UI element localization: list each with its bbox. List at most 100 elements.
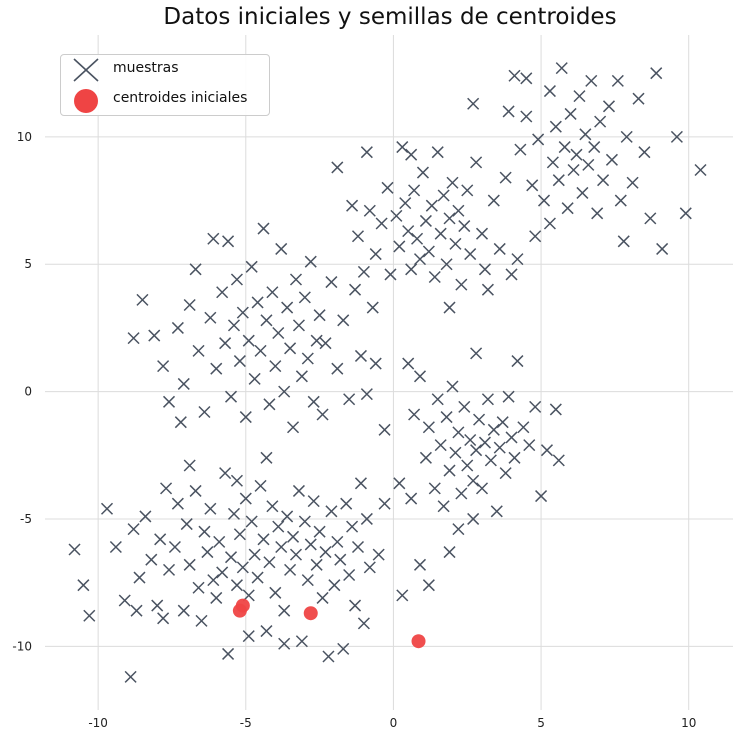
sample-point xyxy=(281,301,294,314)
sample-point xyxy=(396,141,409,154)
sample-point xyxy=(174,416,187,429)
sample-point xyxy=(602,100,616,113)
sample-point xyxy=(422,245,435,258)
sample-point xyxy=(529,230,542,243)
sample-point xyxy=(230,579,243,592)
x-tick-label: 5 xyxy=(537,716,545,730)
sample-point xyxy=(301,352,314,365)
sample-point xyxy=(227,507,241,520)
sample-point xyxy=(428,482,441,495)
sample-point xyxy=(201,546,214,559)
sample-point xyxy=(440,411,453,424)
sample-point xyxy=(160,482,173,495)
sample-point xyxy=(295,370,308,383)
sample-point xyxy=(437,500,450,513)
sample-point xyxy=(408,184,421,197)
sample-point xyxy=(287,421,300,434)
sample-point xyxy=(304,255,317,268)
sample-point xyxy=(328,579,341,592)
sample-point xyxy=(192,581,205,594)
legend-label-centroides: centroides iniciales xyxy=(113,90,248,106)
sample-point xyxy=(357,617,370,630)
sample-point xyxy=(591,207,604,220)
sample-point xyxy=(369,248,382,261)
sample-point xyxy=(529,400,542,413)
sample-point xyxy=(514,143,527,156)
sample-point xyxy=(171,321,184,334)
sample-point xyxy=(413,558,427,571)
sample-point xyxy=(319,546,332,559)
sample-point xyxy=(210,591,223,604)
sample-point xyxy=(354,477,367,490)
sample-point xyxy=(351,540,365,554)
sample-point xyxy=(470,156,483,169)
y-tick-label: 0 xyxy=(24,385,32,399)
sample-point xyxy=(614,194,627,207)
sample-point xyxy=(151,599,164,612)
sample-point xyxy=(405,492,418,505)
sample-point xyxy=(431,146,444,159)
sample-point xyxy=(319,337,332,350)
sample-point xyxy=(272,520,285,533)
sample-point xyxy=(475,482,489,495)
sample-point xyxy=(617,235,630,248)
sample-point xyxy=(216,566,229,579)
sample-point xyxy=(275,540,288,554)
sample-point xyxy=(109,540,122,554)
sample-point xyxy=(198,405,211,419)
sample-point xyxy=(437,189,450,202)
sample-point xyxy=(452,523,465,536)
sample-point xyxy=(275,242,288,255)
sample-point xyxy=(390,209,403,222)
sample-point xyxy=(535,490,548,503)
sample-point xyxy=(162,395,176,408)
sample-point xyxy=(594,115,607,128)
sample-point xyxy=(369,357,382,370)
sample-point xyxy=(162,563,176,576)
sample-point xyxy=(310,558,323,571)
sample-point xyxy=(464,248,477,261)
sample-point xyxy=(585,74,598,87)
sample-point xyxy=(478,436,491,449)
sample-point xyxy=(552,174,565,187)
sample-point xyxy=(354,349,367,362)
centroid-point xyxy=(411,634,426,649)
sample-point xyxy=(449,446,462,459)
sample-point xyxy=(490,505,503,518)
sample-point xyxy=(251,296,264,309)
sample-point xyxy=(139,510,152,523)
sample-point xyxy=(316,408,329,421)
sample-point xyxy=(378,497,391,510)
sample-point xyxy=(331,535,344,548)
sample-point xyxy=(493,242,506,255)
sample-point xyxy=(419,451,432,464)
sample-point xyxy=(83,609,96,622)
sample-point xyxy=(434,227,447,240)
sample-point xyxy=(313,309,326,322)
y-tick-label: -5 xyxy=(20,512,32,526)
sample-point xyxy=(298,291,311,304)
sample-point xyxy=(499,467,512,480)
sample-point xyxy=(310,334,323,347)
sample-point xyxy=(366,301,379,314)
sample-point xyxy=(257,222,270,235)
sample-point xyxy=(411,232,424,245)
sample-point xyxy=(405,263,418,276)
sample-point xyxy=(207,574,220,587)
sample-point xyxy=(543,85,556,98)
sample-point xyxy=(219,467,232,480)
sample-point xyxy=(183,558,196,571)
sample-point xyxy=(272,326,285,340)
sample-point xyxy=(399,197,412,210)
sample-point xyxy=(582,158,595,171)
sample-point xyxy=(289,548,303,561)
x-tick-label: -5 xyxy=(240,716,252,730)
sample-point xyxy=(546,156,559,169)
sample-point xyxy=(402,357,415,370)
sample-point xyxy=(236,306,249,319)
sample-point xyxy=(251,571,264,584)
sample-point xyxy=(520,72,533,85)
sample-point xyxy=(425,199,438,212)
sample-point xyxy=(526,179,539,192)
sample-point xyxy=(508,451,521,464)
